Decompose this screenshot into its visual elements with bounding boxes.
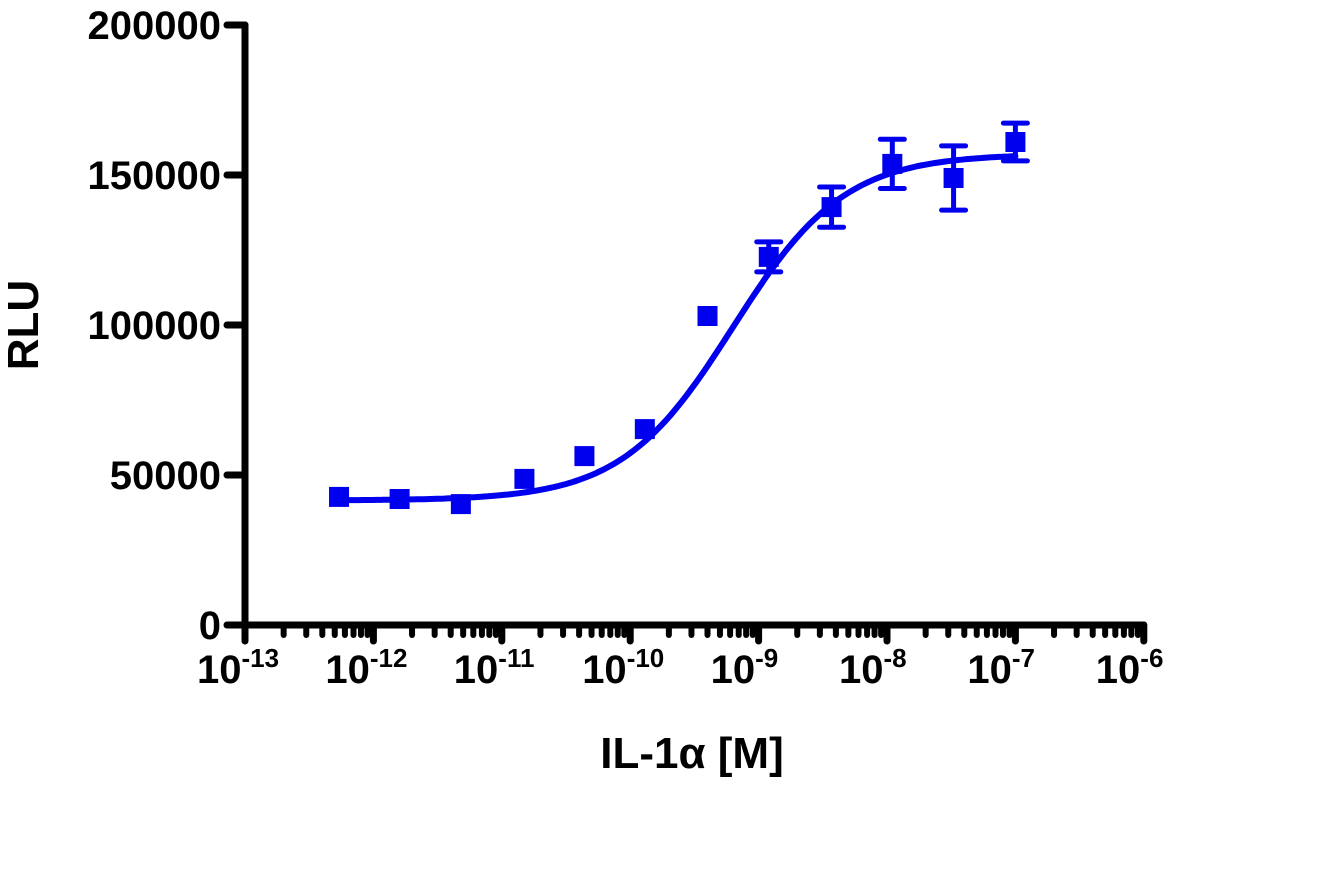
data-point (450, 494, 471, 515)
data-point (329, 486, 350, 507)
data-point (877, 136, 907, 191)
y-tick-label: 0 (199, 604, 221, 648)
x-tick-label: 10-13 (197, 643, 279, 692)
x-tick-label: 10-10 (582, 643, 664, 692)
data-point (817, 184, 847, 230)
data-point (697, 306, 718, 326)
data-point (939, 143, 969, 213)
x-tick-label: 10-12 (325, 643, 407, 692)
data-point (574, 446, 595, 467)
x-axis-title: IL-1α [M] (600, 729, 783, 778)
data-point (389, 489, 410, 509)
y-tick-label: 150000 (88, 154, 221, 198)
x-tick-label: 10-6 (1096, 643, 1164, 692)
y-tick-label: 200000 (88, 4, 221, 48)
y-axis-title: RLU (0, 280, 48, 370)
fit-curve (336, 153, 1019, 504)
y-axis: 0 50000 100000 150000 200000 (88, 4, 249, 648)
y-tick-label: 50000 (110, 454, 221, 498)
x-tick-label: 10-11 (454, 643, 535, 692)
data-points (329, 120, 1030, 515)
x-tick-label: 10-9 (711, 643, 779, 692)
y-tick-label: 100000 (88, 304, 221, 348)
data-point (634, 419, 655, 440)
x-tick-label: 10-8 (839, 643, 907, 692)
x-tick-label: 10-7 (967, 643, 1035, 692)
data-point (1000, 120, 1030, 164)
x-axis: 10-13 10-12 10-11 10-10 10-9 10-8 10-7 10-6 (197, 621, 1164, 692)
data-point (754, 239, 784, 275)
data-point (514, 468, 535, 489)
